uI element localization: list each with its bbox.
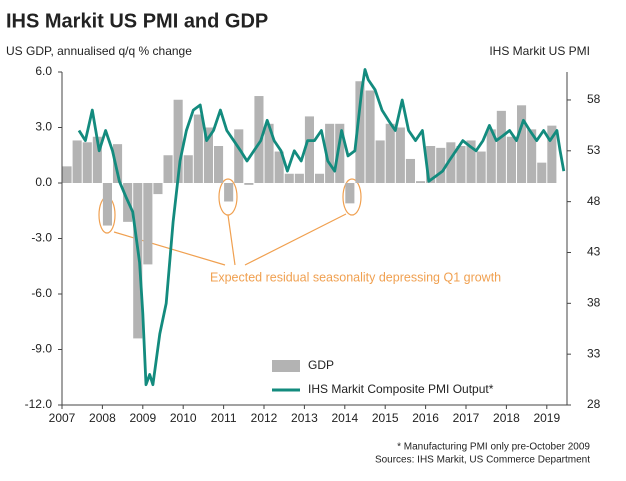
gdp-bar <box>355 81 365 183</box>
gdp-bar <box>385 123 395 183</box>
gdp-bar <box>72 140 82 183</box>
gdp-bar <box>203 127 213 183</box>
gdp-bar <box>506 136 516 183</box>
gdp-bar <box>375 140 385 183</box>
gdp-bar <box>62 166 72 183</box>
y2-tick-label: 38 <box>587 295 601 309</box>
callout-line <box>227 214 236 266</box>
pmi-line <box>77 68 566 387</box>
gdp-bar <box>315 173 325 183</box>
gdp-bar <box>365 90 375 183</box>
y2-tick-label: 53 <box>587 143 601 157</box>
gdp-bar <box>143 183 153 265</box>
y-axis-label: US GDP, annualised q/q % change <box>6 44 192 58</box>
gdp-bar <box>274 151 284 183</box>
gdp-bar <box>345 183 355 204</box>
gdp-bar <box>82 142 92 183</box>
legend-label: IHS Markit Composite PMI Output* <box>308 382 494 396</box>
gdp-bar <box>476 151 486 183</box>
gdp-bar <box>183 155 193 183</box>
x-tick-label: 2018 <box>493 411 520 425</box>
gdp-bar <box>254 96 264 183</box>
gdp-bar <box>547 125 557 183</box>
gdp-bar <box>133 183 143 339</box>
gdp-bar <box>335 123 345 183</box>
y2-tick-label: 48 <box>587 194 601 208</box>
y-tick-label: -3.0 <box>31 231 52 245</box>
callout-ellipse <box>342 178 362 216</box>
x-tick-label: 2010 <box>170 411 197 425</box>
gdp-bar <box>527 129 537 183</box>
gdp-bar <box>284 173 294 183</box>
gdp-bar <box>496 110 506 183</box>
x-tick-label: 2015 <box>372 411 399 425</box>
gdp-bar <box>416 181 426 183</box>
x-tick-label: 2019 <box>533 411 560 425</box>
x-tick-label: 2014 <box>331 411 358 425</box>
gdp-bar <box>405 158 415 183</box>
annotation: Expected residual seasonality depressing… <box>210 270 501 284</box>
x-tick-label: 2009 <box>129 411 156 425</box>
y2-tick-label: 28 <box>587 397 601 411</box>
gdp-bar <box>153 183 163 195</box>
y-tick-label: -6.0 <box>31 286 52 300</box>
gdp-bar <box>446 142 456 183</box>
gdp-bar <box>537 162 547 183</box>
x-tick-label: 2013 <box>291 411 318 425</box>
chart-title: IHS Markit US PMI and GDP <box>6 10 268 32</box>
legend-label: GDP <box>308 358 334 372</box>
gdp-bar <box>426 146 436 183</box>
gdp-bar <box>486 129 496 183</box>
y-tick-label: 6.0 <box>35 64 52 78</box>
legend-swatch <box>272 360 300 372</box>
gdp-bar <box>244 183 254 185</box>
callout-line <box>244 213 347 266</box>
gdp-bar <box>193 114 203 183</box>
gdp-bar <box>234 129 244 183</box>
y2-tick-label: 58 <box>587 92 601 106</box>
gdp-bar <box>173 99 183 183</box>
footnote: Sources: IHS Markit, US Commerce Departm… <box>375 455 590 466</box>
x-tick-label: 2016 <box>412 411 439 425</box>
gdp-bar <box>294 173 304 183</box>
gdp-bar <box>395 127 405 183</box>
footnote: * Manufacturing PMI only pre-October 200… <box>397 442 590 453</box>
gdp-bar <box>517 105 527 183</box>
gdp-bar <box>456 146 466 183</box>
x-tick-label: 2007 <box>49 411 76 425</box>
y2-axis-label: IHS Markit US PMI <box>489 44 590 58</box>
x-tick-label: 2012 <box>251 411 278 425</box>
gdp-bar <box>325 123 335 183</box>
gdp-bar <box>92 136 102 183</box>
gdp-bar <box>304 116 314 183</box>
y2-tick-label: 43 <box>587 245 601 259</box>
x-tick-label: 2008 <box>89 411 116 425</box>
y-tick-label: 0.0 <box>35 175 52 189</box>
gdp-bar <box>466 140 476 183</box>
gdp-bar <box>224 183 234 202</box>
x-tick-label: 2011 <box>211 411 237 425</box>
y-tick-label: -9.0 <box>31 342 52 356</box>
gdp-bar <box>214 146 224 183</box>
y2-tick-label: 33 <box>587 346 601 360</box>
gdp-bar <box>102 183 112 226</box>
gdp-bar <box>436 147 446 183</box>
gdp-bar <box>163 155 173 183</box>
y-tick-label: -12.0 <box>25 397 53 411</box>
x-tick-label: 2017 <box>453 411 480 425</box>
y-tick-label: 3.0 <box>35 120 52 134</box>
gdp-bar <box>264 123 274 183</box>
gdp-bar <box>113 144 123 183</box>
